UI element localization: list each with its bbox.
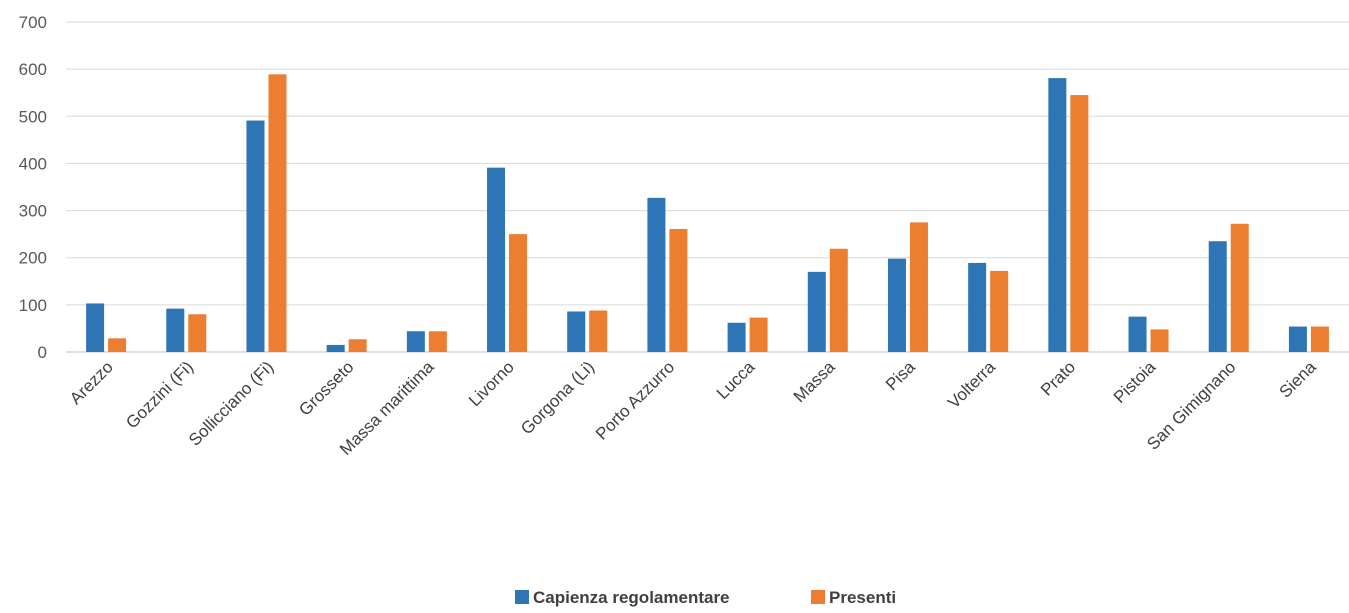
x-category-label: Massa: [790, 357, 839, 406]
y-tick-label: 400: [19, 154, 47, 173]
legend-label: Presenti: [829, 588, 896, 607]
bar-presenti: [428, 331, 447, 352]
y-tick-label: 500: [19, 107, 47, 126]
bar-presenti: [829, 248, 848, 352]
x-category-label: Grosseto: [295, 357, 357, 419]
x-category-label: Prato: [1037, 357, 1079, 399]
y-tick-label: 200: [19, 249, 47, 268]
x-category-label: Livorno: [465, 357, 518, 410]
x-category-label: Sollicciano (Fi): [185, 357, 277, 449]
bar-capienza: [727, 322, 746, 352]
bar-capienza: [647, 197, 666, 352]
bar-capienza: [1208, 241, 1227, 352]
bar-presenti: [909, 222, 928, 352]
bar-presenti: [589, 310, 608, 352]
x-category-label: Arezzo: [66, 357, 117, 408]
x-category-label: Siena: [1276, 357, 1321, 402]
bar-presenti: [188, 314, 207, 352]
bar-presenti: [108, 338, 127, 352]
bar-presenti: [268, 74, 287, 352]
bar-presenti: [669, 228, 688, 352]
bar-capienza: [807, 271, 826, 352]
bar-capienza: [887, 258, 906, 352]
bar-presenti: [1150, 329, 1169, 352]
bar-capienza: [86, 303, 105, 352]
bar-presenti: [348, 339, 367, 352]
x-category-label: Pistoia: [1110, 357, 1160, 407]
y-tick-label: 600: [19, 60, 47, 79]
bar-capienza: [166, 308, 185, 352]
y-tick-label: 100: [19, 296, 47, 315]
bar-capienza: [1048, 78, 1067, 352]
bar-capienza: [406, 331, 425, 352]
bar-presenti: [1070, 95, 1089, 353]
bar-capienza: [567, 311, 586, 352]
bar-presenti: [1310, 326, 1329, 352]
bar-capienza: [246, 120, 265, 353]
x-category-label: Gozzini (Fi): [122, 357, 197, 432]
bar-capienza: [487, 167, 506, 352]
bar-presenti: [1230, 223, 1249, 352]
bar-capienza: [1128, 316, 1147, 352]
x-category-label: Pisa: [882, 357, 919, 394]
x-category-label: Volterra: [944, 357, 999, 412]
y-tick-label: 0: [38, 343, 47, 362]
x-category-label: Lucca: [713, 357, 759, 403]
legend-label: Capienza regolamentare: [533, 588, 730, 607]
y-tick-label: 700: [19, 13, 47, 32]
bar-presenti: [509, 234, 528, 352]
y-tick-label: 300: [19, 202, 47, 221]
x-category-label: Porto Azzurro: [592, 357, 678, 443]
legend-swatch: [515, 590, 529, 604]
x-category-label: Gorgona (Li): [517, 357, 598, 438]
legend-swatch: [811, 590, 825, 604]
bar-capienza: [1288, 326, 1307, 352]
bar-capienza: [326, 344, 345, 352]
bar-presenti: [749, 317, 768, 352]
bar-capienza: [968, 262, 987, 352]
bar-presenti: [990, 270, 1009, 352]
